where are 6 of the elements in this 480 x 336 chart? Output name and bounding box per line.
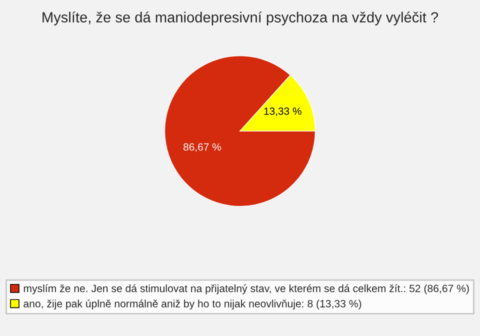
chart-title: Myslíte, že se dá maniodepresivní psychoza na vždy vyléčit ? xyxy=(42,12,438,26)
legend-label: ano, žije pak úplně normálně aniž by ho to nijak neovlivňuje: 8 (13,33 %) xyxy=(24,300,362,310)
data-label: 86,67 % xyxy=(184,143,221,152)
pie-slice xyxy=(164,55,316,207)
data-label: 13,33 % xyxy=(264,107,302,116)
legend-label: myslím že ne. Jen se dá stimulovat na přijatelný stav, ve kterém se dá celkem žít.: 52 (86,67 %) xyxy=(24,284,469,294)
